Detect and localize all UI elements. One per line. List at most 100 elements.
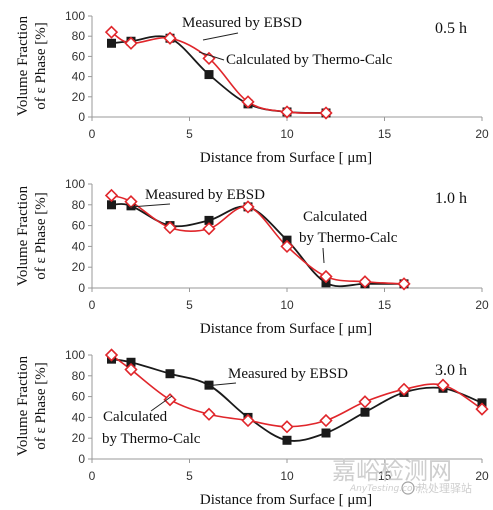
- calc-marker: [280, 239, 294, 254]
- y-tick-label: 60: [72, 49, 86, 63]
- x-axis-label: Distance from Surface [ μm]: [200, 150, 372, 166]
- y-tick-label: 20: [72, 431, 86, 445]
- x-axis-label: Distance from Surface [ μm]: [200, 492, 372, 508]
- watermark-url-text: AnyTesting.com: [349, 484, 422, 494]
- x-tick-label: 0: [89, 127, 96, 141]
- calc-marker: [358, 275, 372, 289]
- calc-marker: [104, 348, 119, 362]
- calc-marker: [319, 269, 333, 284]
- y-tick-label: 20: [72, 260, 86, 274]
- annotation-leader-line: [202, 32, 239, 41]
- calc-marker: [163, 393, 177, 407]
- chart-panel-1: 0 20 40 60 80 100 0 5 10 15 20 Distance from Surfac…: [15, 9, 489, 166]
- x-tick-label: 0: [89, 298, 96, 312]
- y-tick-label: 100: [65, 177, 85, 191]
- y-axis-label-line-2: of ε Phase [%]: [33, 192, 49, 280]
- annotation-ebsd: Measured by EBSD: [228, 366, 348, 382]
- calc-series-line: [111, 31, 327, 114]
- watermark-main-text: 嘉峪检测网: [332, 457, 452, 485]
- calc-marker: [241, 95, 255, 109]
- calc-marker: [319, 106, 333, 120]
- x-tick-label: 0: [89, 469, 96, 483]
- y-axis-label: Volume Fraction of ε Phase [%]: [15, 15, 49, 116]
- annotation-leader-line: [129, 203, 171, 208]
- x-tick-label: 20: [475, 298, 489, 312]
- y-tick-label: 80: [72, 29, 86, 43]
- y-axis-label-line-2: of ε Phase [%]: [33, 22, 49, 110]
- ebsd-marker: [282, 435, 292, 445]
- y-axis-label-line-1: Volume Fraction: [15, 185, 31, 286]
- panel-time-label: 1.0 h: [435, 190, 467, 207]
- ebsd-marker: [204, 215, 214, 225]
- calc-marker: [241, 200, 255, 214]
- calc-marker: [124, 362, 138, 377]
- x-tick-label: 10: [280, 469, 294, 483]
- calc-marker: [241, 413, 255, 428]
- annotation-calc: Calculated: [103, 409, 168, 425]
- x-tick-label: 20: [475, 127, 489, 141]
- x-tick-label: 5: [186, 127, 193, 141]
- y-axis-label: Volume Fraction of ε Phase [%]: [15, 185, 49, 286]
- ebsd-marker: [204, 70, 214, 80]
- calc-marker: [124, 36, 138, 50]
- panel-time-label: 3.0 h: [435, 362, 467, 379]
- ebsd-series-line: [111, 35, 327, 114]
- y-tick-label: 0: [78, 452, 85, 466]
- panel-time-label: 0.5 h: [435, 20, 467, 37]
- calc-marker: [397, 382, 411, 396]
- annotation-ebsd: Measured by EBSD: [182, 15, 302, 31]
- annotation-calc: Calculated by Thermo-Calc: [226, 52, 393, 68]
- calc-marker: [280, 420, 294, 434]
- x-tick-label: 5: [186, 298, 193, 312]
- annotation-calc: by Thermo-Calc: [299, 230, 398, 246]
- x-tick-label: 20: [475, 469, 489, 483]
- y-tick-label: 40: [72, 410, 86, 424]
- calc-marker: [397, 277, 411, 291]
- calc-marker: [436, 378, 450, 392]
- y-tick-label: 80: [72, 369, 86, 383]
- calc-marker: [104, 188, 119, 203]
- x-tick-label: 15: [378, 469, 392, 483]
- y-tick-label: 40: [72, 239, 86, 253]
- calc-marker: [104, 25, 119, 39]
- y-tick-label: 100: [65, 9, 85, 23]
- chart-panel-3: 0 20 40 60 80 100 0 5 10 15 20 Distance from Surfac…: [15, 348, 489, 508]
- ebsd-marker: [360, 407, 370, 417]
- calc-marker: [475, 402, 489, 416]
- calc-marker: [163, 31, 177, 45]
- y-tick-label: 60: [72, 390, 86, 404]
- ebsd-marker: [107, 38, 116, 48]
- y-tick-label: 20: [72, 90, 86, 104]
- calc-marker: [280, 105, 294, 119]
- x-tick-label: 5: [186, 469, 193, 483]
- annotation-calc: by Thermo-Calc: [102, 431, 201, 447]
- calc-marker: [163, 221, 177, 235]
- x-tick-label: 15: [378, 298, 392, 312]
- ebsd-marker: [107, 200, 116, 210]
- annotation-leader-line: [204, 382, 237, 387]
- y-axis-label: Volume Fraction of ε Phase [%]: [15, 355, 49, 456]
- annotation-leader-line: [150, 395, 173, 412]
- x-tick-label: 15: [378, 127, 392, 141]
- y-tick-label: 80: [72, 198, 86, 212]
- wechat-icon: [401, 481, 415, 495]
- annotation-ebsd: Measured by EBSD: [145, 187, 265, 203]
- calc-marker: [202, 407, 216, 421]
- ebsd-marker: [165, 369, 175, 379]
- annotation-leader-line: [322, 247, 325, 264]
- y-axis-label-line-2: of ε Phase [%]: [33, 362, 49, 450]
- calc-marker: [202, 222, 216, 236]
- calc-marker: [319, 413, 333, 428]
- annotation-leader-line: [198, 51, 225, 61]
- watermark-sub-text: 热处理驿站: [417, 481, 472, 495]
- x-axis-label: Distance from Surface [ μm]: [200, 321, 372, 337]
- y-tick-label: 100: [65, 348, 85, 362]
- ebsd-marker: [321, 428, 331, 438]
- x-tick-label: 10: [280, 298, 294, 312]
- y-tick-label: 60: [72, 219, 86, 233]
- annotation-calc: Calculated: [303, 209, 368, 225]
- y-tick-label: 0: [78, 110, 85, 124]
- y-axis-label-line-1: Volume Fraction: [15, 355, 31, 456]
